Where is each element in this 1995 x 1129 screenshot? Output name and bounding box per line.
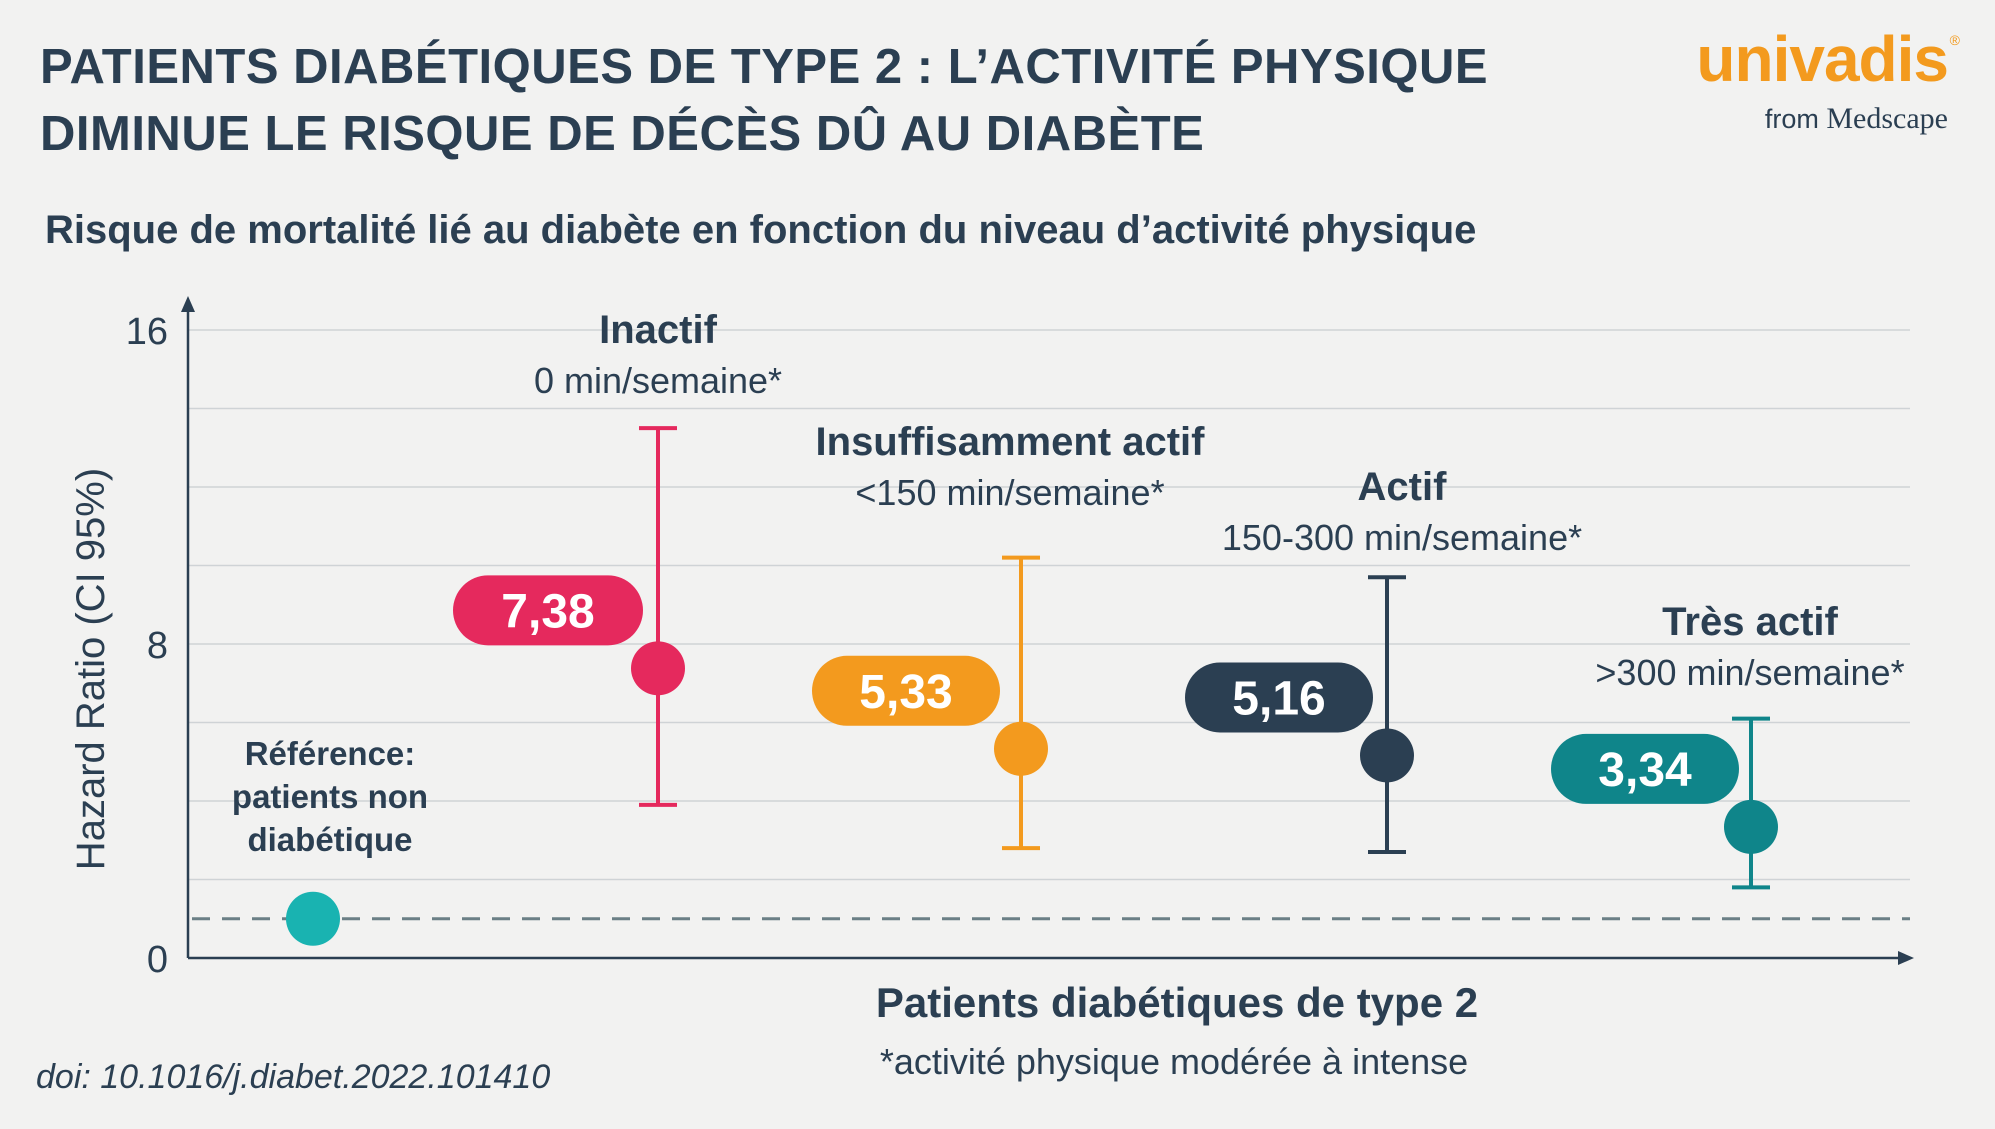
univadis-logo: univadis ® from Medscape — [1696, 22, 1960, 142]
y-axis-arrow — [181, 296, 195, 312]
value-pill — [812, 655, 1000, 726]
data-label: 5,16 — [1232, 672, 1325, 725]
data-point — [1724, 799, 1778, 854]
reference-label: patients non — [232, 778, 428, 815]
data-label: 7,38 — [501, 585, 594, 638]
data-label: 5,33 — [859, 666, 952, 719]
value-pill — [1551, 733, 1739, 804]
group-detail: 150-300 min/semaine* — [1222, 517, 1582, 558]
logo-partner: Medscape — [1826, 102, 1948, 135]
x-axis-arrow — [1898, 951, 1914, 965]
title-line-1: PATIENTS DIABÉTIQUES DE TYPE 2 : L’ACTIV… — [40, 40, 1489, 94]
logo-from-medscape: from Medscape — [1765, 102, 1948, 136]
group-detail: <150 min/semaine* — [855, 472, 1164, 513]
reference-label: Référence: — [245, 735, 416, 772]
logo-registered-mark: ® — [1949, 32, 1960, 48]
chart-subtitle: Risque de mortalité lié au diabète en fo… — [45, 208, 1477, 252]
group-name: Inactif — [599, 308, 717, 352]
data-point — [1360, 728, 1414, 783]
x-axis-label: Patients diabétiques de type 2 — [876, 979, 1478, 1026]
group-name: Actif — [1358, 465, 1448, 509]
group-name: Insuffisamment actif — [816, 420, 1206, 464]
y-tick-label: 0 — [147, 939, 168, 981]
title-line-2: DIMINUE LE RISQUE DE DÉCÈS DÛ AU DIABÈTE — [40, 107, 1205, 161]
value-pill — [1185, 662, 1373, 733]
y-axis-label: Hazard Ratio (CI 95%) — [69, 468, 113, 870]
data-point — [631, 641, 685, 696]
reference-label: diabétique — [247, 821, 412, 858]
logo-brand: univadis — [1696, 23, 1949, 95]
group-name: Très actif — [1662, 600, 1838, 644]
reference-point — [286, 891, 340, 946]
group-detail: >300 min/semaine* — [1595, 652, 1904, 693]
data-label: 3,34 — [1598, 744, 1692, 797]
logo-from-text: from — [1764, 104, 1819, 134]
data-point — [994, 721, 1048, 776]
doi-reference: doi: 10.1016/j.diabet.2022.101410 — [36, 1058, 551, 1096]
group-detail: 0 min/semaine* — [534, 360, 782, 401]
y-tick-label: 16 — [126, 311, 168, 353]
x-axis-note: *activité physique modérée à intense — [880, 1041, 1468, 1082]
y-tick-label: 8 — [147, 625, 168, 667]
value-pill — [453, 575, 643, 646]
page-title: PATIENTS DIABÉTIQUES DE TYPE 2 : L’ACTIV… — [40, 34, 1600, 168]
